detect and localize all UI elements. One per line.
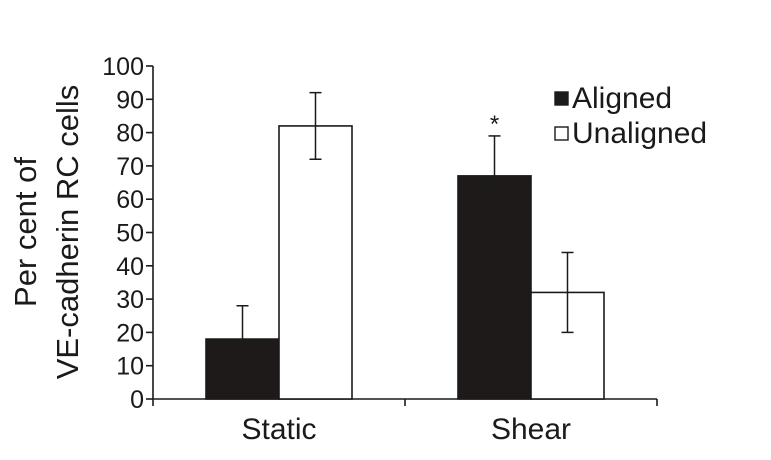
- y-tick-label: 30: [116, 286, 144, 314]
- y-tick-label: 70: [116, 153, 144, 181]
- category-labels: Static Shear: [241, 413, 571, 446]
- y-axis-title-line-1: Per cent of: [8, 157, 43, 307]
- x-axis: [152, 398, 658, 406]
- y-tick-label: 0: [130, 386, 144, 414]
- legend-label-unaligned: Unaligned: [572, 117, 707, 150]
- annotations: *: [490, 111, 499, 138]
- y-tick-label: 20: [116, 319, 144, 347]
- y-tick-label: 80: [116, 120, 144, 148]
- y-tick-label: 60: [116, 186, 144, 214]
- bar-unaligned-shear: [530, 291, 605, 400]
- y-axis: 0 10 20 30 40 50 60 70 80 90 100: [102, 53, 154, 414]
- y-tick-label: 40: [116, 253, 144, 281]
- y-tick-label: 10: [116, 353, 144, 381]
- error-bars: [236, 91, 574, 374]
- legend-swatch-aligned: [554, 91, 569, 106]
- y-axis-title-line-2: VE-cadherin RC cells: [50, 85, 85, 380]
- legend-swatch-unaligned: [554, 126, 569, 141]
- category-label: Static: [241, 413, 316, 446]
- y-tick-label: 100: [102, 53, 144, 81]
- significance-marker: *: [490, 111, 499, 138]
- legend-label-aligned: Aligned: [572, 82, 672, 115]
- bar-unaligned-static: [278, 125, 353, 400]
- y-tick-label: 90: [116, 86, 144, 114]
- category-label: Shear: [491, 413, 571, 446]
- bars: [205, 125, 605, 400]
- y-axis-title: Per cent of VE-cadherin RC cells: [8, 85, 85, 380]
- y-tick-label: 50: [116, 220, 144, 248]
